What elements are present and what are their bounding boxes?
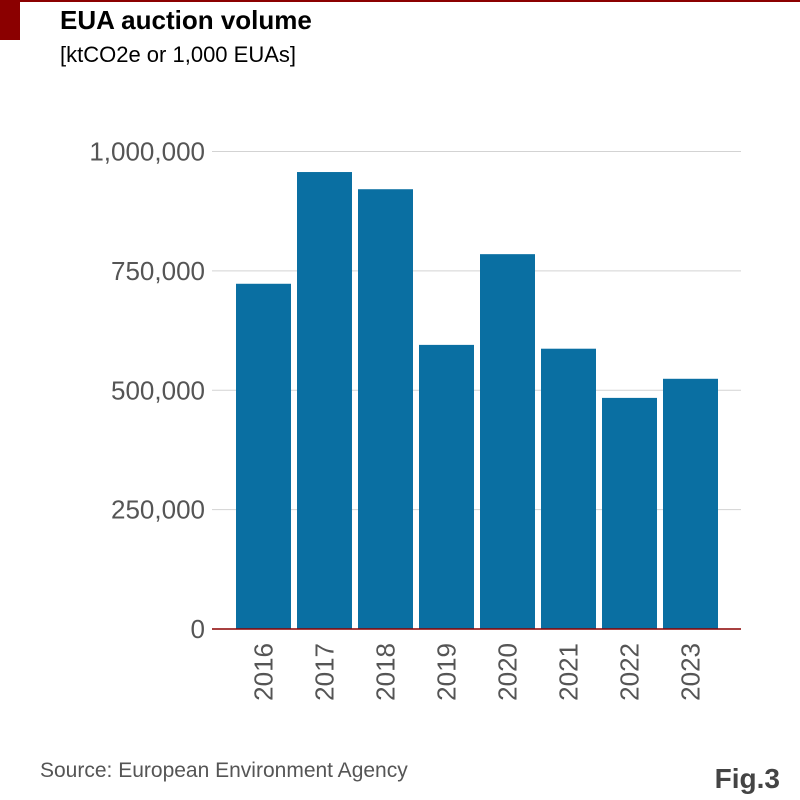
- x-tick-label: 2018: [371, 643, 401, 701]
- x-tick-label: 2021: [554, 643, 584, 701]
- source-note: Source: European Environment Agency: [40, 759, 408, 782]
- x-tick-label: 2019: [432, 643, 462, 701]
- x-tick-label: 2017: [310, 643, 340, 701]
- x-tick-label: 2020: [493, 643, 523, 701]
- bar-2018: [358, 189, 413, 629]
- accent-block: [0, 0, 20, 40]
- chart-title: EUA auction volume: [60, 5, 312, 35]
- top-border: [0, 0, 800, 2]
- x-tick-label: 2016: [249, 643, 279, 701]
- bar-2021: [541, 348, 596, 629]
- bar-2016: [236, 283, 291, 629]
- bar-2023: [663, 378, 718, 629]
- y-tick-label: 750,000: [111, 256, 205, 286]
- figure-label: Fig.3: [714, 763, 780, 794]
- bar-2022: [602, 397, 657, 629]
- bar-2020: [480, 254, 535, 629]
- x-tick-label: 2022: [615, 643, 645, 701]
- y-tick-label: 1,000,000: [89, 137, 205, 167]
- y-tick-label: 0: [191, 614, 205, 644]
- chart-subtitle: [ktCO2e or 1,000 EUAs]: [60, 42, 296, 67]
- y-tick-label: 500,000: [111, 375, 205, 405]
- bar-2017: [297, 172, 352, 629]
- x-tick-label: 2023: [676, 643, 706, 701]
- bar-2019: [419, 344, 474, 629]
- y-tick-label: 250,000: [111, 495, 205, 525]
